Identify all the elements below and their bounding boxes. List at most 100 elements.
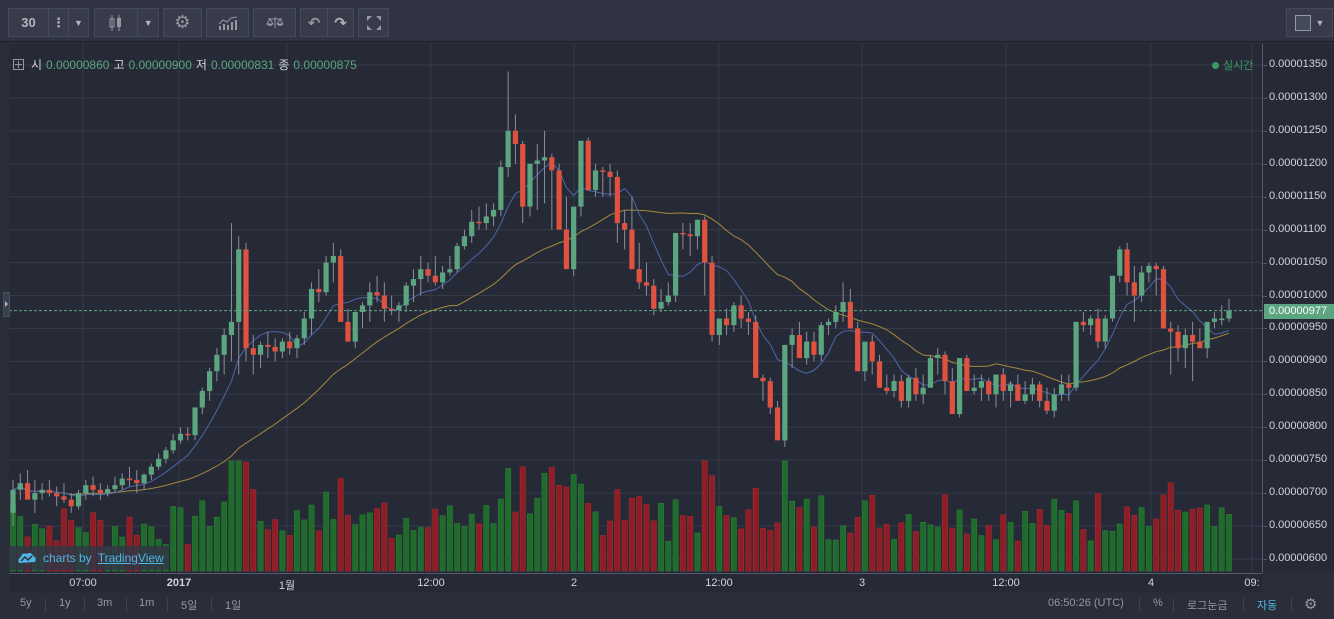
chart-style-dropdown-icon[interactable]: ▼ [137, 9, 158, 36]
tradingview-link[interactable]: TradingView [97, 551, 164, 565]
time-label: 07:00 [69, 577, 97, 589]
price-label: 0.00000900 [1269, 354, 1328, 367]
high-value: 0.00000900 [128, 57, 192, 72]
top-toolbar: 30 ⋮ ▼ ▼ ⚙ ↶ ↷ [0, 0, 1334, 42]
time-label: 12:00 [992, 577, 1020, 589]
utc-clock[interactable]: 06:50:26 (UTC) [1048, 597, 1124, 609]
time-label: 12:00 [705, 577, 733, 589]
time-label: 3 [858, 577, 866, 589]
candles-icon[interactable] [95, 9, 137, 36]
price-label: 0.00000700 [1269, 486, 1328, 499]
price-tick [1263, 394, 1267, 396]
low-label: 저 [195, 58, 207, 72]
divider [45, 598, 46, 612]
time-label: 2017 [166, 577, 192, 589]
price-label: 0.00001200 [1269, 156, 1328, 169]
range-1m[interactable]: 1m [139, 597, 155, 609]
price-label: 0.00001150 [1269, 189, 1327, 202]
compare-scales-icon[interactable] [254, 9, 295, 36]
divider [1291, 598, 1292, 612]
price-tick [1263, 65, 1267, 66]
gear-icon[interactable]: ⚙ [1304, 596, 1318, 613]
price-tick [1263, 460, 1267, 462]
log-scale-toggle[interactable]: 로그눈금 [1187, 600, 1228, 612]
price-tick [1263, 361, 1267, 363]
price-label: 0.00000950 [1269, 321, 1328, 334]
price-tick [1263, 427, 1267, 429]
time-axis[interactable]: 07:00 2017 1월 12:00 2 12:00 3 12:00 4 09: [9, 573, 1262, 592]
interval-dropdown-icon[interactable]: ▼ [68, 9, 88, 36]
price-tick [1263, 493, 1267, 495]
realtime-indicator: 실시간 [1212, 57, 1253, 73]
price-tick [1263, 328, 1267, 330]
price-label: 0.00001100 [1269, 222, 1327, 235]
compare-group [253, 8, 296, 37]
more-dots-icon[interactable]: ⋮ [48, 9, 68, 36]
price-label: 0.00000850 [1269, 387, 1328, 400]
realtime-label: 실시간 [1223, 60, 1254, 72]
low-value: 0.00000831 [210, 57, 275, 72]
open-value: 0.00000860 [46, 57, 110, 72]
price-tick [1263, 295, 1267, 297]
price-tick [1263, 196, 1267, 198]
indicators-icon[interactable] [207, 9, 248, 36]
divider [84, 598, 85, 612]
undo-icon[interactable]: ↶ [307, 14, 321, 32]
watermark-prefix: charts by [43, 551, 92, 565]
price-label: 0.00000750 [1269, 453, 1328, 466]
layout-group: ▼ [1286, 8, 1333, 37]
undo-redo-group: ↶ ↷ [300, 8, 354, 37]
range-5d[interactable]: 5일 [181, 600, 198, 612]
range-1y[interactable]: 1y [59, 597, 71, 609]
fullscreen-icon[interactable] [359, 9, 388, 36]
divider [167, 598, 168, 612]
auto-scale-toggle[interactable]: 자동 [1257, 600, 1278, 612]
divider [1173, 598, 1174, 612]
price-axis[interactable]: 0.00001350 0.00001300 0.00001250 0.00001200… [1262, 44, 1334, 573]
time-label: 2 [570, 577, 578, 589]
tradingview-cloud-icon [18, 552, 36, 563]
price-label: 0.00001300 [1269, 90, 1328, 103]
live-dot-icon [1212, 61, 1219, 69]
layout-square-icon[interactable]: ▼ [1287, 9, 1332, 36]
price-label: 0.00001350 [1269, 58, 1328, 70]
range-5y[interactable]: 5y [20, 597, 32, 609]
redo-icon[interactable]: ↷ [327, 9, 353, 36]
interval-group: 30 ⋮ ▼ [8, 8, 89, 37]
price-tick [1263, 163, 1267, 165]
last-price-label: 0.00000977 [1264, 303, 1334, 319]
divider [126, 598, 127, 612]
price-label: 0.00001000 [1269, 288, 1328, 301]
divider [1243, 598, 1244, 612]
price-tick [1263, 262, 1267, 264]
range-1d[interactable]: 1일 [225, 600, 242, 612]
fullscreen-group [358, 8, 389, 37]
settings-group: ⚙ [163, 8, 202, 37]
percent-toggle[interactable]: % [1153, 597, 1163, 609]
legend-toggle-icon[interactable] [13, 59, 24, 70]
price-label: 0.00000650 [1269, 519, 1328, 532]
open-label: 시 [31, 58, 43, 72]
interval-button[interactable]: 30 [21, 15, 36, 30]
gear-icon[interactable]: ⚙ [174, 12, 191, 32]
left-panel-toggle[interactable] [3, 292, 10, 317]
range-3m[interactable]: 3m [97, 597, 113, 609]
tradingview-watermark[interactable]: charts by TradingView [9, 546, 169, 570]
price-label: 0.00001050 [1269, 255, 1328, 268]
chart-pane[interactable] [9, 44, 1262, 573]
price-tick [1263, 130, 1267, 132]
chart-style-group: ▼ [94, 8, 159, 37]
close-label: 종 [278, 58, 290, 72]
time-label: 09: [1244, 577, 1260, 589]
close-value: 0.00000875 [293, 57, 357, 72]
divider [211, 598, 212, 612]
candlestick-chart[interactable] [9, 44, 1262, 573]
divider [1139, 598, 1140, 612]
indicators-group [206, 8, 249, 37]
price-label: 0.00001250 [1269, 123, 1328, 136]
price-tick [1263, 558, 1267, 560]
price-tick [1263, 229, 1267, 231]
price-label: 0.00000600 [1269, 551, 1328, 564]
high-label: 고 [113, 58, 125, 72]
